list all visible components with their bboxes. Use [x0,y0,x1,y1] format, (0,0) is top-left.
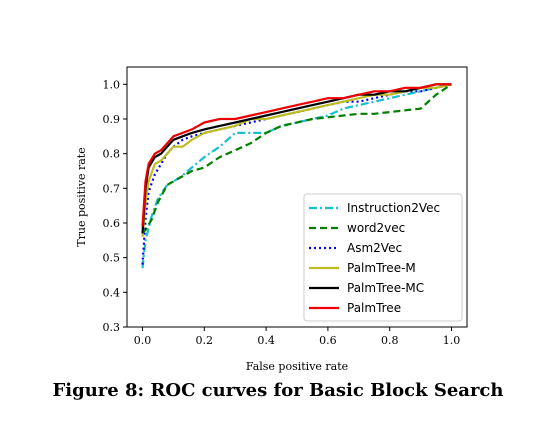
legend-label-1: word2vec [347,221,405,235]
series-line-0 [141,83,452,269]
roc-figure: 0.0 0.2 0.4 0.6 0.8 1.0 0.3 0.4 0.5 0.6 0.7 0.8 0.9 1… [75,66,468,373]
y-axis-label: True positive rate [75,147,88,246]
x-tick-label: 1.0 [443,334,461,347]
y-tick-label: 0.6 [103,217,121,230]
x-axis-label: False positive rate [246,360,348,373]
series-line-3 [141,83,452,237]
y-tick-label: 0.5 [103,252,121,265]
x-tick-label: 0.8 [381,334,399,347]
series-line-5 [141,83,452,227]
x-tick-label: 0.6 [319,334,337,347]
y-tick-label: 0.9 [103,113,121,126]
y-tick-label: 0.7 [103,182,121,195]
legend-box [303,193,463,322]
legend-label-4: PalmTree-MC [347,281,424,295]
y-tick-label: 0.8 [103,148,121,161]
legend: Instruction2Vec word2vec Asm2Vec PalmTree-M… [303,193,463,322]
x-tick-label: 0.4 [257,334,275,347]
x-tick-label: 0.0 [134,334,152,347]
legend-label-0: Instruction2Vec [347,201,440,215]
roc-curves [141,83,453,269]
legend-label-3: PalmTree-M [347,261,416,275]
y-tick-label: 0.4 [103,286,121,299]
axis-ticks: 0.0 0.2 0.4 0.6 0.8 1.0 0.3 0.4 0.5 0.6 0.7 0.8 0.9 1… [103,78,461,347]
legend-label-2: Asm2Vec [347,241,402,255]
legend-label-5: PalmTree [347,301,401,315]
y-tick-label: 0.3 [103,321,121,334]
x-tick-label: 0.2 [196,334,214,347]
figure-caption: Figure 8: ROC curves for Basic Block Sea… [52,380,504,401]
y-tick-label: 1.0 [103,78,121,91]
plot-frame [126,66,468,328]
